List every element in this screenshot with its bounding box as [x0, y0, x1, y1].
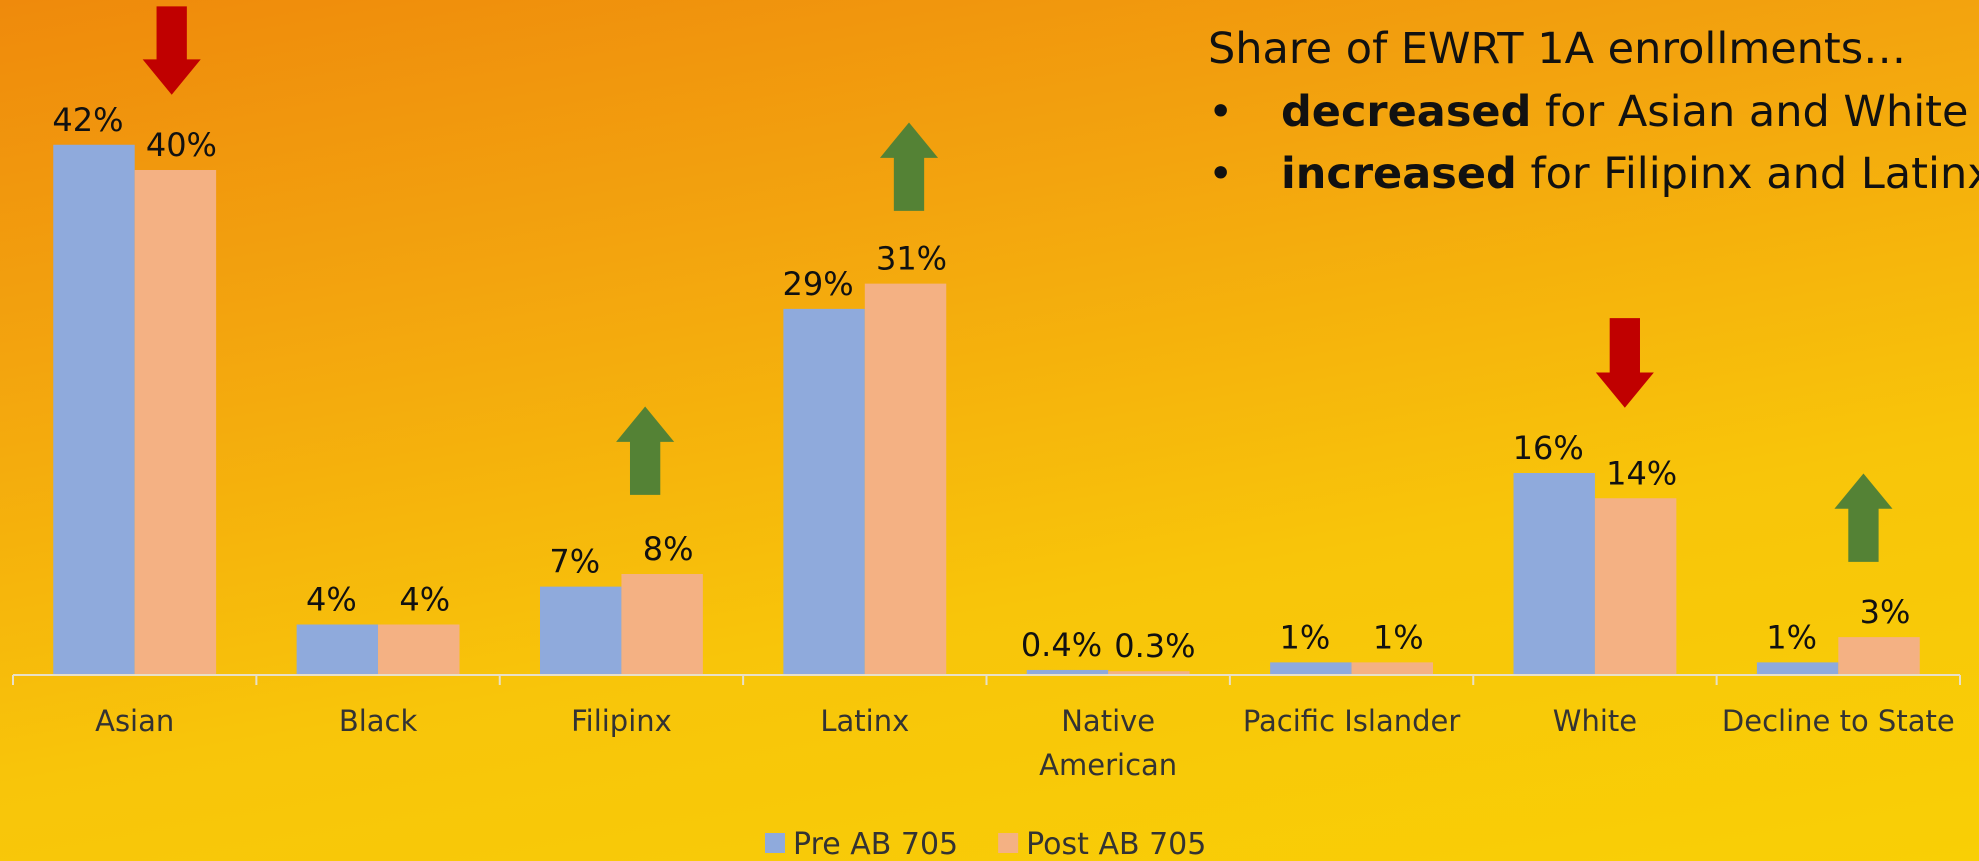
bar: [540, 586, 622, 675]
bar: [1108, 671, 1190, 675]
arrow: [1595, 318, 1654, 408]
bar: [378, 624, 460, 675]
value-label: 1%: [1279, 618, 1330, 656]
bar: [621, 574, 703, 675]
x-tick-label: Black: [338, 704, 418, 738]
bullet-marker: •: [1208, 149, 1234, 199]
annotation-bullet: • decreased for Asian and White: [1208, 87, 1968, 137]
value-label: 29%: [783, 265, 854, 303]
x-tick-label: Decline to State: [1721, 704, 1955, 738]
value-label: 1%: [1373, 618, 1424, 656]
value-label: 14%: [1606, 454, 1677, 492]
x-tick-label: Filipinx: [571, 704, 672, 738]
arrow: [1834, 473, 1893, 562]
legend-label: Post AB 705: [1026, 827, 1206, 861]
bullet-text: for Asian and White: [1545, 87, 1969, 137]
value-label: 42%: [52, 101, 123, 139]
bar: [1026, 669, 1109, 675]
value-label: 0.4%: [1021, 626, 1102, 664]
legend-label: Pre AB 705: [793, 827, 958, 861]
value-label: 8%: [643, 530, 694, 568]
bar: [783, 308, 865, 675]
bullet-bold: decreased: [1281, 87, 1532, 137]
bar: [864, 283, 947, 675]
arrow: [142, 6, 201, 95]
bar: [134, 170, 217, 675]
bar: [53, 144, 135, 675]
bar: [296, 624, 379, 675]
value-label: 1%: [1766, 618, 1817, 656]
value-label: 0.3%: [1114, 627, 1195, 665]
arrow: [616, 406, 675, 495]
legend-swatch: [765, 833, 785, 853]
value-label: 4%: [306, 581, 357, 619]
value-label: 31%: [876, 240, 947, 278]
x-tick-label: White: [1552, 704, 1638, 738]
bullet-text: for Filipinx and Latinx: [1530, 149, 1979, 199]
bar: [1270, 662, 1352, 675]
annotation-heading: Share of EWRT 1A enrollments…: [1208, 24, 1907, 74]
bar: [1594, 498, 1677, 675]
annotation-bullet: • increased for Filipinx and Latinx: [1208, 149, 1979, 199]
x-tick-label: Asian: [95, 704, 175, 738]
bullet-bold: increased: [1281, 149, 1517, 199]
value-label: 4%: [399, 581, 450, 619]
value-label: 16%: [1513, 429, 1584, 467]
x-tick-label: Pacific Islander: [1242, 704, 1461, 738]
bar: [1756, 662, 1839, 675]
value-label: 7%: [549, 543, 600, 581]
legend-swatch: [998, 833, 1019, 853]
value-label: 3%: [1860, 593, 1911, 631]
bar: [1351, 662, 1433, 675]
bullet-marker: •: [1208, 87, 1234, 137]
x-tick-label: Latinx: [820, 704, 910, 738]
bar: [1838, 637, 1920, 675]
bar: [1513, 473, 1595, 675]
x-tick-label: Native American: [1039, 704, 1178, 782]
arrow: [879, 122, 939, 211]
value-label: 40%: [146, 126, 217, 164]
